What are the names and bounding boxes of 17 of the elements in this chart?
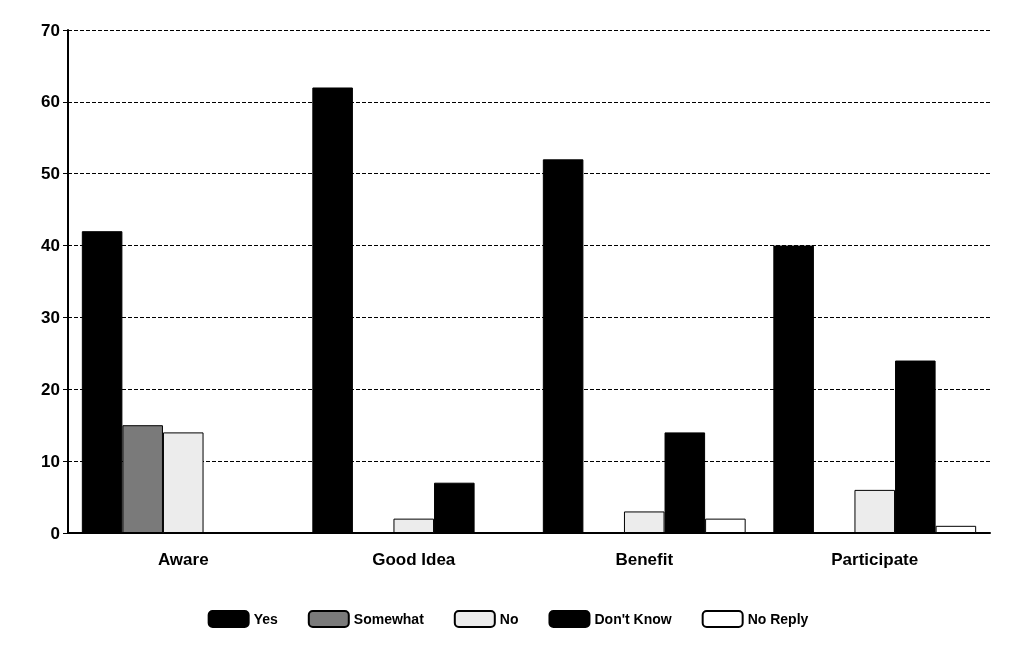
x-tick-label: Benefit: [615, 550, 674, 569]
y-tick-label: 10: [41, 451, 60, 471]
legend-label: No Reply: [747, 611, 809, 627]
legend-label: Somewhat: [353, 611, 425, 627]
y-tick-label: 60: [41, 92, 60, 112]
y-tick-label: 20: [41, 379, 60, 399]
y-tick-label: 40: [41, 236, 60, 256]
y-tick-label: 50: [41, 164, 60, 184]
x-tick-label: Aware: [157, 550, 209, 569]
x-tick-label: Participate: [831, 550, 919, 569]
legend-label: Don't Know: [594, 611, 672, 627]
y-tick-label: 0: [50, 523, 60, 543]
x-tick-label: Good Idea: [372, 550, 456, 569]
legend-label: Yes: [253, 611, 279, 627]
y-tick-label: 30: [41, 307, 60, 327]
legend-label: No: [499, 611, 519, 627]
y-tick-label: 70: [41, 20, 60, 40]
